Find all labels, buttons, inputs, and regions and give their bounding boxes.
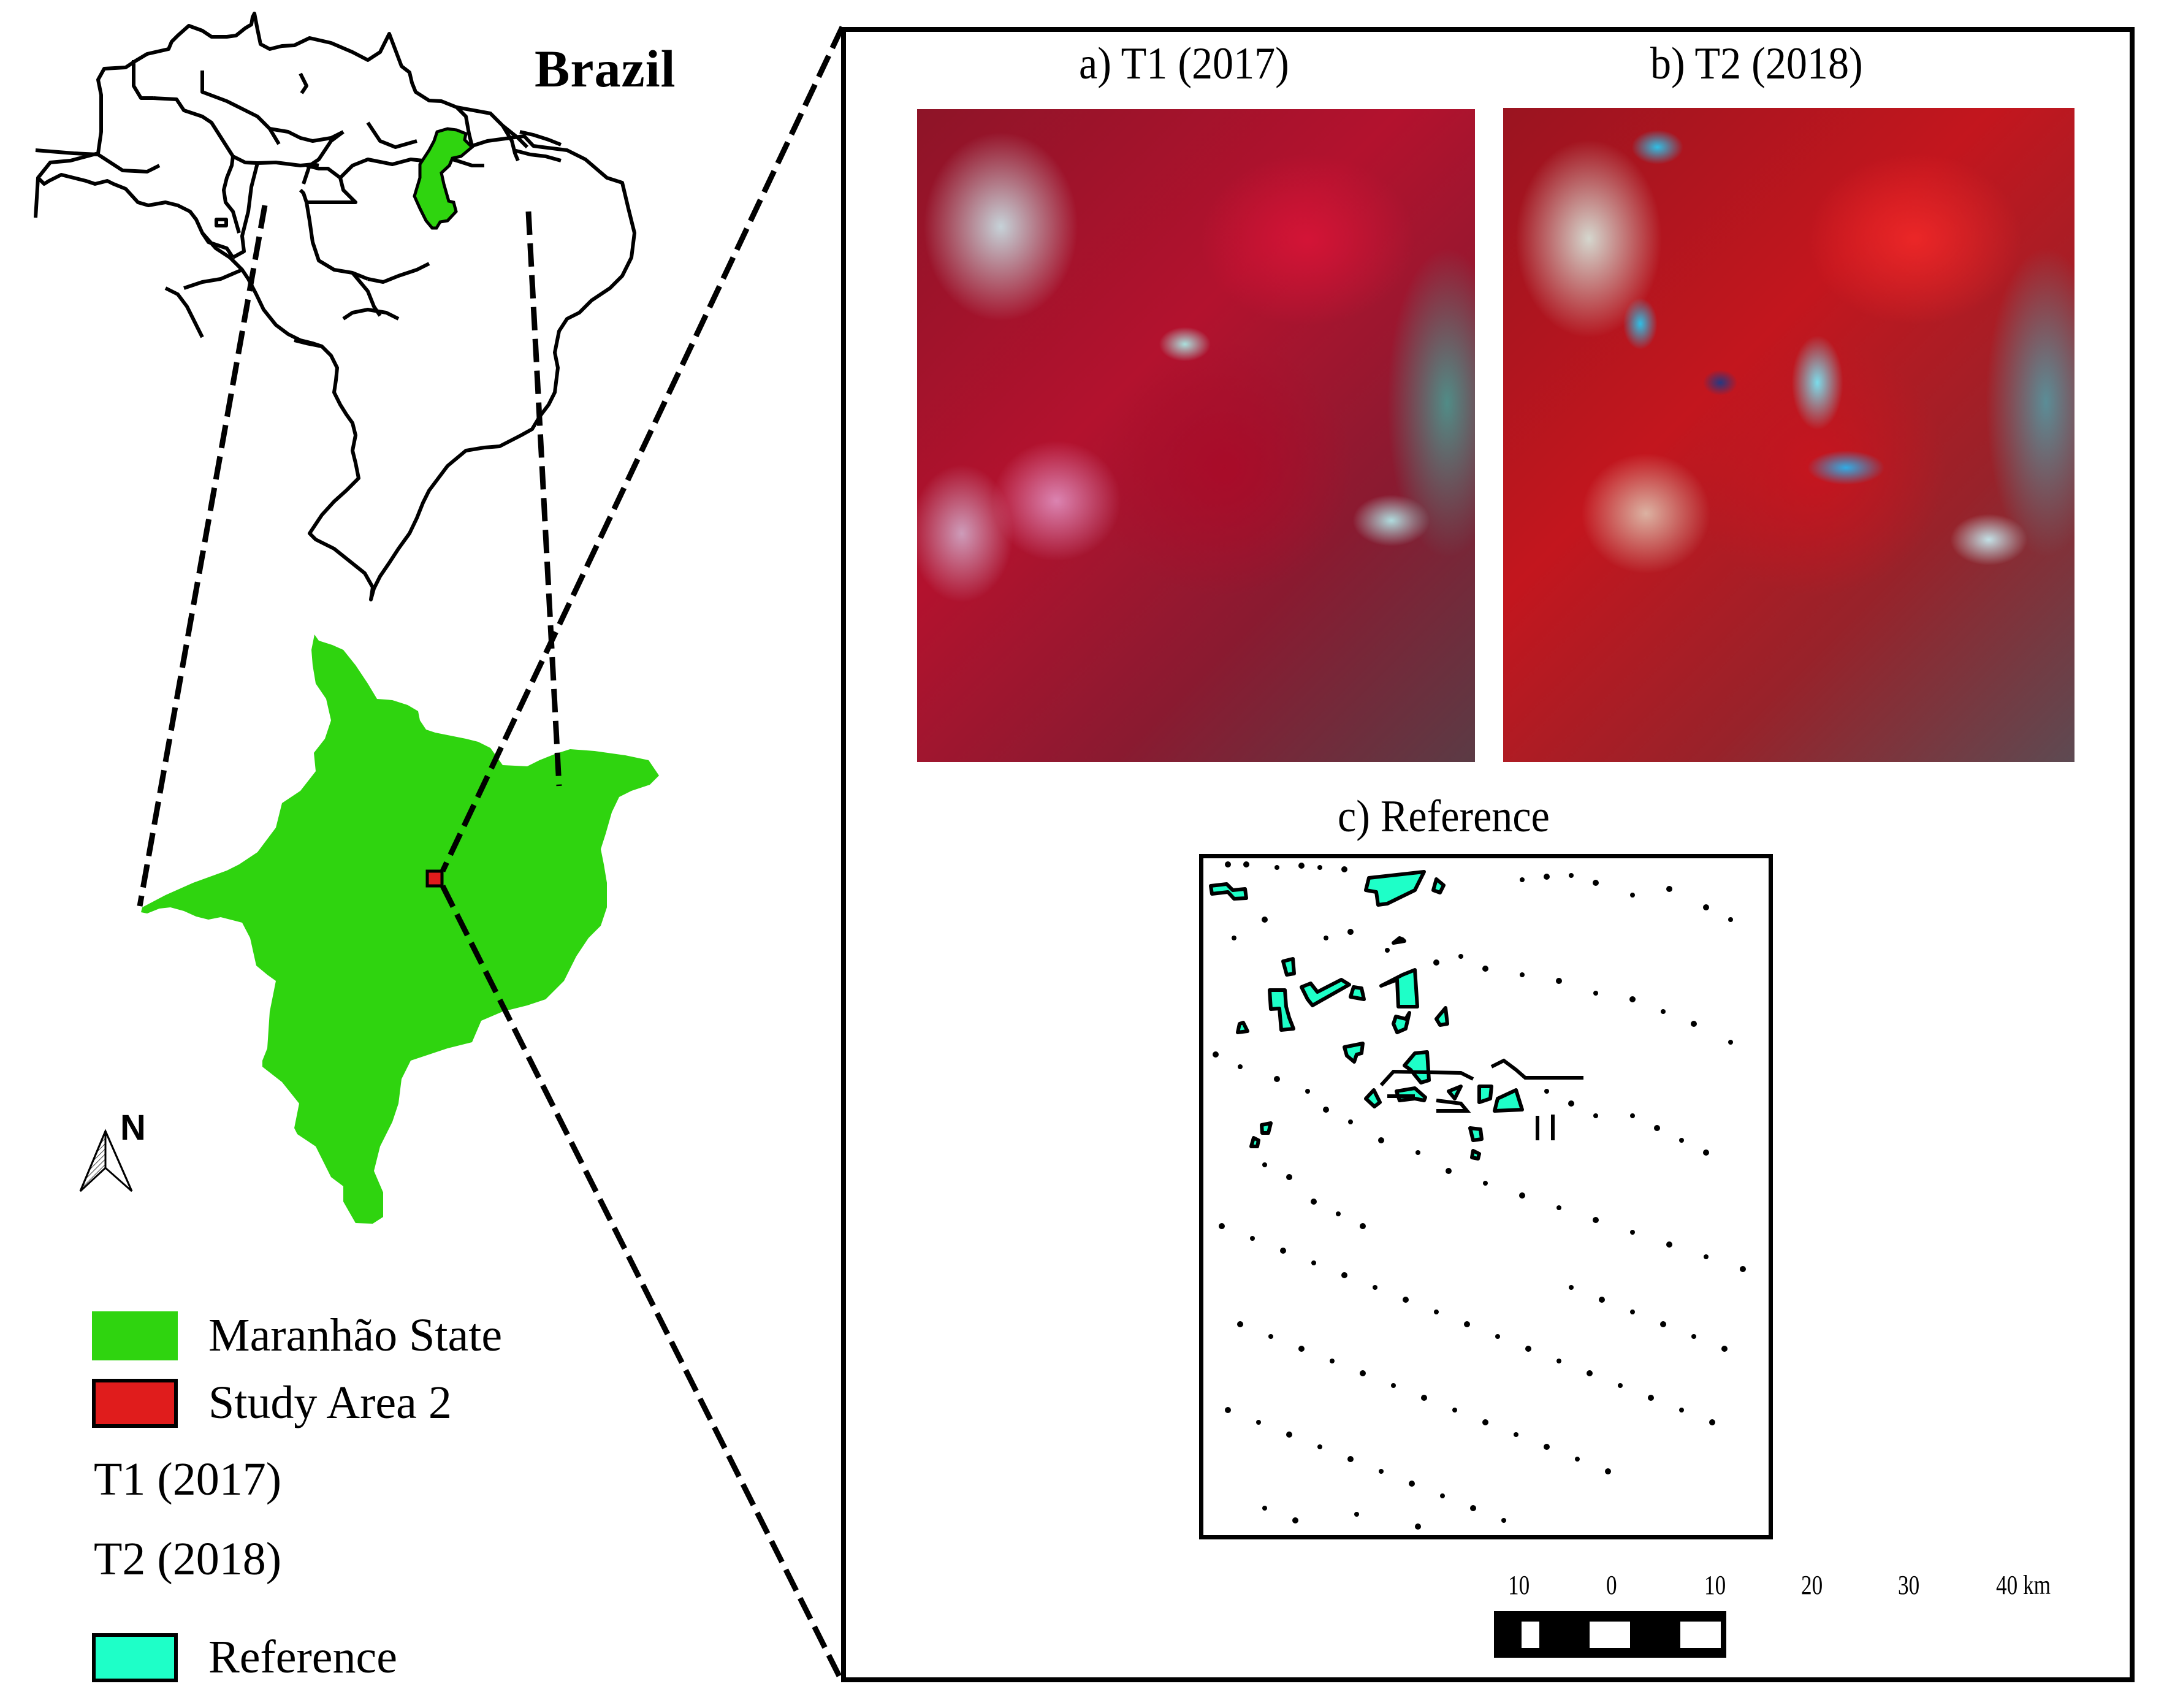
connector-line: [525, 211, 562, 787]
panel-b-title: b) T2 (2018): [1650, 39, 1863, 89]
panel-c-title: c) Reference: [1338, 791, 1550, 842]
panel-a-title: a) T1 (2017): [1079, 39, 1289, 89]
connector-line: [440, 26, 845, 872]
brazil-outline: [34, 12, 636, 601]
scale-tick-label: 30: [1898, 1570, 1920, 1600]
scale-tick-label: 0: [1606, 1570, 1617, 1600]
legend-label-t2: T2 (2018): [94, 1533, 282, 1585]
legend-label: Reference: [208, 1631, 397, 1683]
legend-label: Maranhão State: [208, 1310, 503, 1361]
legend-swatch-red: [92, 1378, 178, 1428]
north-arrow-label: N: [120, 1108, 146, 1148]
maranhao-state-shape: [141, 635, 659, 1224]
legend-label: Study Area 2: [208, 1377, 452, 1428]
reference-polygons: [1209, 861, 1746, 1530]
t1-satellite-image: [917, 109, 1475, 762]
scale-tick-label: 10: [1704, 1570, 1726, 1600]
legend-swatch-cyan: [92, 1633, 178, 1682]
legend-swatch-green: [92, 1311, 178, 1360]
connector-line: [137, 205, 268, 907]
legend-item-maranhao: Maranhão State: [92, 1309, 502, 1362]
t2-satellite-image: [1503, 108, 2074, 762]
legend-label-t1: T1 (2017): [94, 1454, 282, 1505]
detail-panel-frame: [841, 27, 2135, 1682]
scale-bar-labels: 10 0 10 20 30 40 km: [1508, 1569, 2097, 1606]
scale-tick-label: 40 km: [1996, 1570, 2051, 1600]
legend-item-reference: Reference: [92, 1631, 397, 1684]
overview-title: Brazil: [535, 39, 676, 98]
reference-map: [1199, 854, 1773, 1539]
legend-item-study-area: Study Area 2: [92, 1376, 452, 1430]
maranhao-highlight: [413, 127, 474, 230]
study-area-2-marker: [425, 869, 444, 888]
scale-tick-label: 10: [1508, 1570, 1530, 1600]
connector-line: [440, 884, 845, 1684]
scale-tick-label: 20: [1801, 1570, 1823, 1600]
